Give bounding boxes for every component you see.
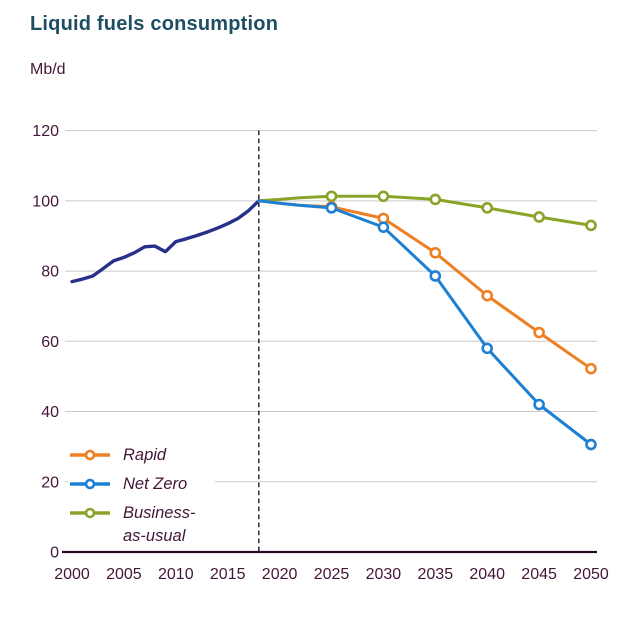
marker-rapid-2040	[481, 289, 494, 302]
marker-net-zero-2030	[377, 221, 390, 233]
y-axis-unit-label: Mb/d	[30, 61, 66, 78]
legend-item-business-as-usual: Business-as-usual	[68, 501, 215, 549]
marker-business-as-usual-2040	[481, 202, 494, 214]
marker-rapid-2050	[585, 362, 597, 375]
series-line-rapid	[257, 199, 593, 371]
legend-label-business-as-usual: Business-as-usual	[123, 504, 196, 545]
x-tick-label-2045: 2045	[521, 566, 557, 583]
legend-item-rapid: Rapid	[68, 443, 215, 468]
x-tick-label-2050: 2050	[573, 566, 609, 583]
x-tick-label-2030: 2030	[366, 566, 402, 583]
x-tick-label-2010: 2010	[158, 566, 194, 583]
legend-item-net-zero: Net Zero	[68, 472, 215, 497]
business-as-usual-line-swatch-icon	[70, 507, 110, 519]
marker-rapid-2035	[429, 247, 442, 259]
y-tick-label-80: 80	[41, 264, 59, 281]
x-tick-label-2040: 2040	[469, 566, 505, 583]
marker-net-zero-2045	[533, 398, 545, 411]
marker-net-zero-2035	[429, 270, 442, 282]
series-line-history	[70, 199, 261, 284]
marker-business-as-usual-2050	[585, 219, 597, 232]
legend-label-net-zero: Net Zero	[123, 475, 188, 493]
rapid-line-swatch-icon	[70, 449, 110, 461]
marker-rapid-2045	[533, 326, 545, 339]
y-tick-label-0: 0	[50, 545, 59, 562]
marker-business-as-usual-2045	[533, 211, 545, 223]
y-tick-label-100: 100	[32, 193, 59, 210]
chart-legend: Rapid Net Zero Business-as-usual	[68, 443, 215, 549]
y-tick-label-60: 60	[41, 334, 59, 351]
y-tick-label-20: 20	[41, 474, 59, 491]
x-tick-label-2020: 2020	[262, 566, 298, 583]
marker-net-zero-2025	[325, 202, 338, 214]
x-tick-label-2025: 2025	[314, 566, 350, 583]
marker-business-as-usual-2035	[429, 193, 442, 206]
x-tick-label-2035: 2035	[418, 566, 454, 583]
x-tick-label-2000: 2000	[54, 566, 90, 583]
legend-label-rapid: Rapid	[123, 446, 167, 464]
marker-business-as-usual-2025	[325, 190, 338, 203]
chart-title: Liquid fuels consumption	[30, 13, 279, 35]
net-zero-line-swatch-icon	[70, 478, 110, 490]
y-tick-label-40: 40	[41, 404, 59, 421]
y-tick-label-120: 120	[32, 123, 59, 140]
x-tick-label-2015: 2015	[210, 566, 246, 583]
marker-net-zero-2050	[585, 438, 597, 451]
x-tick-label-2005: 2005	[106, 566, 142, 583]
marker-business-as-usual-2030	[377, 190, 390, 203]
marker-net-zero-2040	[481, 342, 494, 355]
